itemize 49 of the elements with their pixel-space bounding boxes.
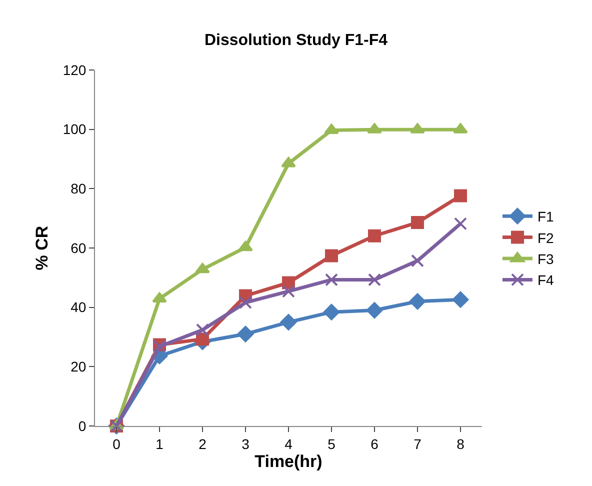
x-tick-label: 6 [370, 436, 379, 452]
point [239, 296, 252, 310]
point [366, 302, 383, 318]
point [195, 262, 210, 274]
legend-label: F4 [537, 272, 554, 288]
point [281, 156, 296, 168]
point [325, 249, 338, 262]
x-tick-label: 3 [242, 436, 250, 452]
x-tick-label: 8 [456, 436, 465, 452]
point [409, 293, 426, 310]
y-tick-label: 20 [70, 358, 86, 375]
point [411, 254, 424, 268]
point [282, 284, 295, 298]
point [452, 291, 469, 308]
point [196, 332, 209, 346]
y-tick-label: 80 [70, 180, 86, 197]
y-tick-label: 100 [62, 121, 86, 138]
x-tick-label: 2 [198, 436, 207, 452]
point [323, 304, 340, 320]
x-tick-label: 5 [328, 436, 336, 452]
legend-label: F2 [537, 230, 554, 246]
y-axis-title: % CR [32, 226, 52, 270]
x-tick-label: 7 [414, 436, 422, 452]
legend-label: F1 [537, 208, 554, 225]
point [238, 240, 253, 252]
y-tick-label: 60 [70, 240, 86, 256]
y-tick-label: 0 [78, 418, 86, 434]
x-tick-label: 4 [284, 436, 293, 452]
x-tick-label: 1 [156, 436, 164, 452]
point [324, 124, 339, 134]
point [368, 229, 381, 242]
point [237, 326, 254, 342]
point [152, 292, 167, 302]
x-axis-title: Time(hr) [254, 452, 322, 472]
point [368, 273, 381, 286]
point [411, 216, 424, 229]
point [196, 323, 209, 336]
point [367, 123, 382, 134]
point [410, 123, 425, 134]
point [325, 273, 338, 286]
chart-title: Dissolution Study F1-F4 [204, 32, 388, 50]
point [454, 217, 467, 230]
y-tick-label: 120 [62, 62, 86, 78]
point [280, 314, 297, 330]
point [453, 123, 468, 134]
legend-label: F3 [537, 250, 554, 267]
x-tick-label: 0 [112, 436, 121, 452]
point [454, 189, 467, 202]
y-tick-label: 40 [70, 299, 86, 316]
